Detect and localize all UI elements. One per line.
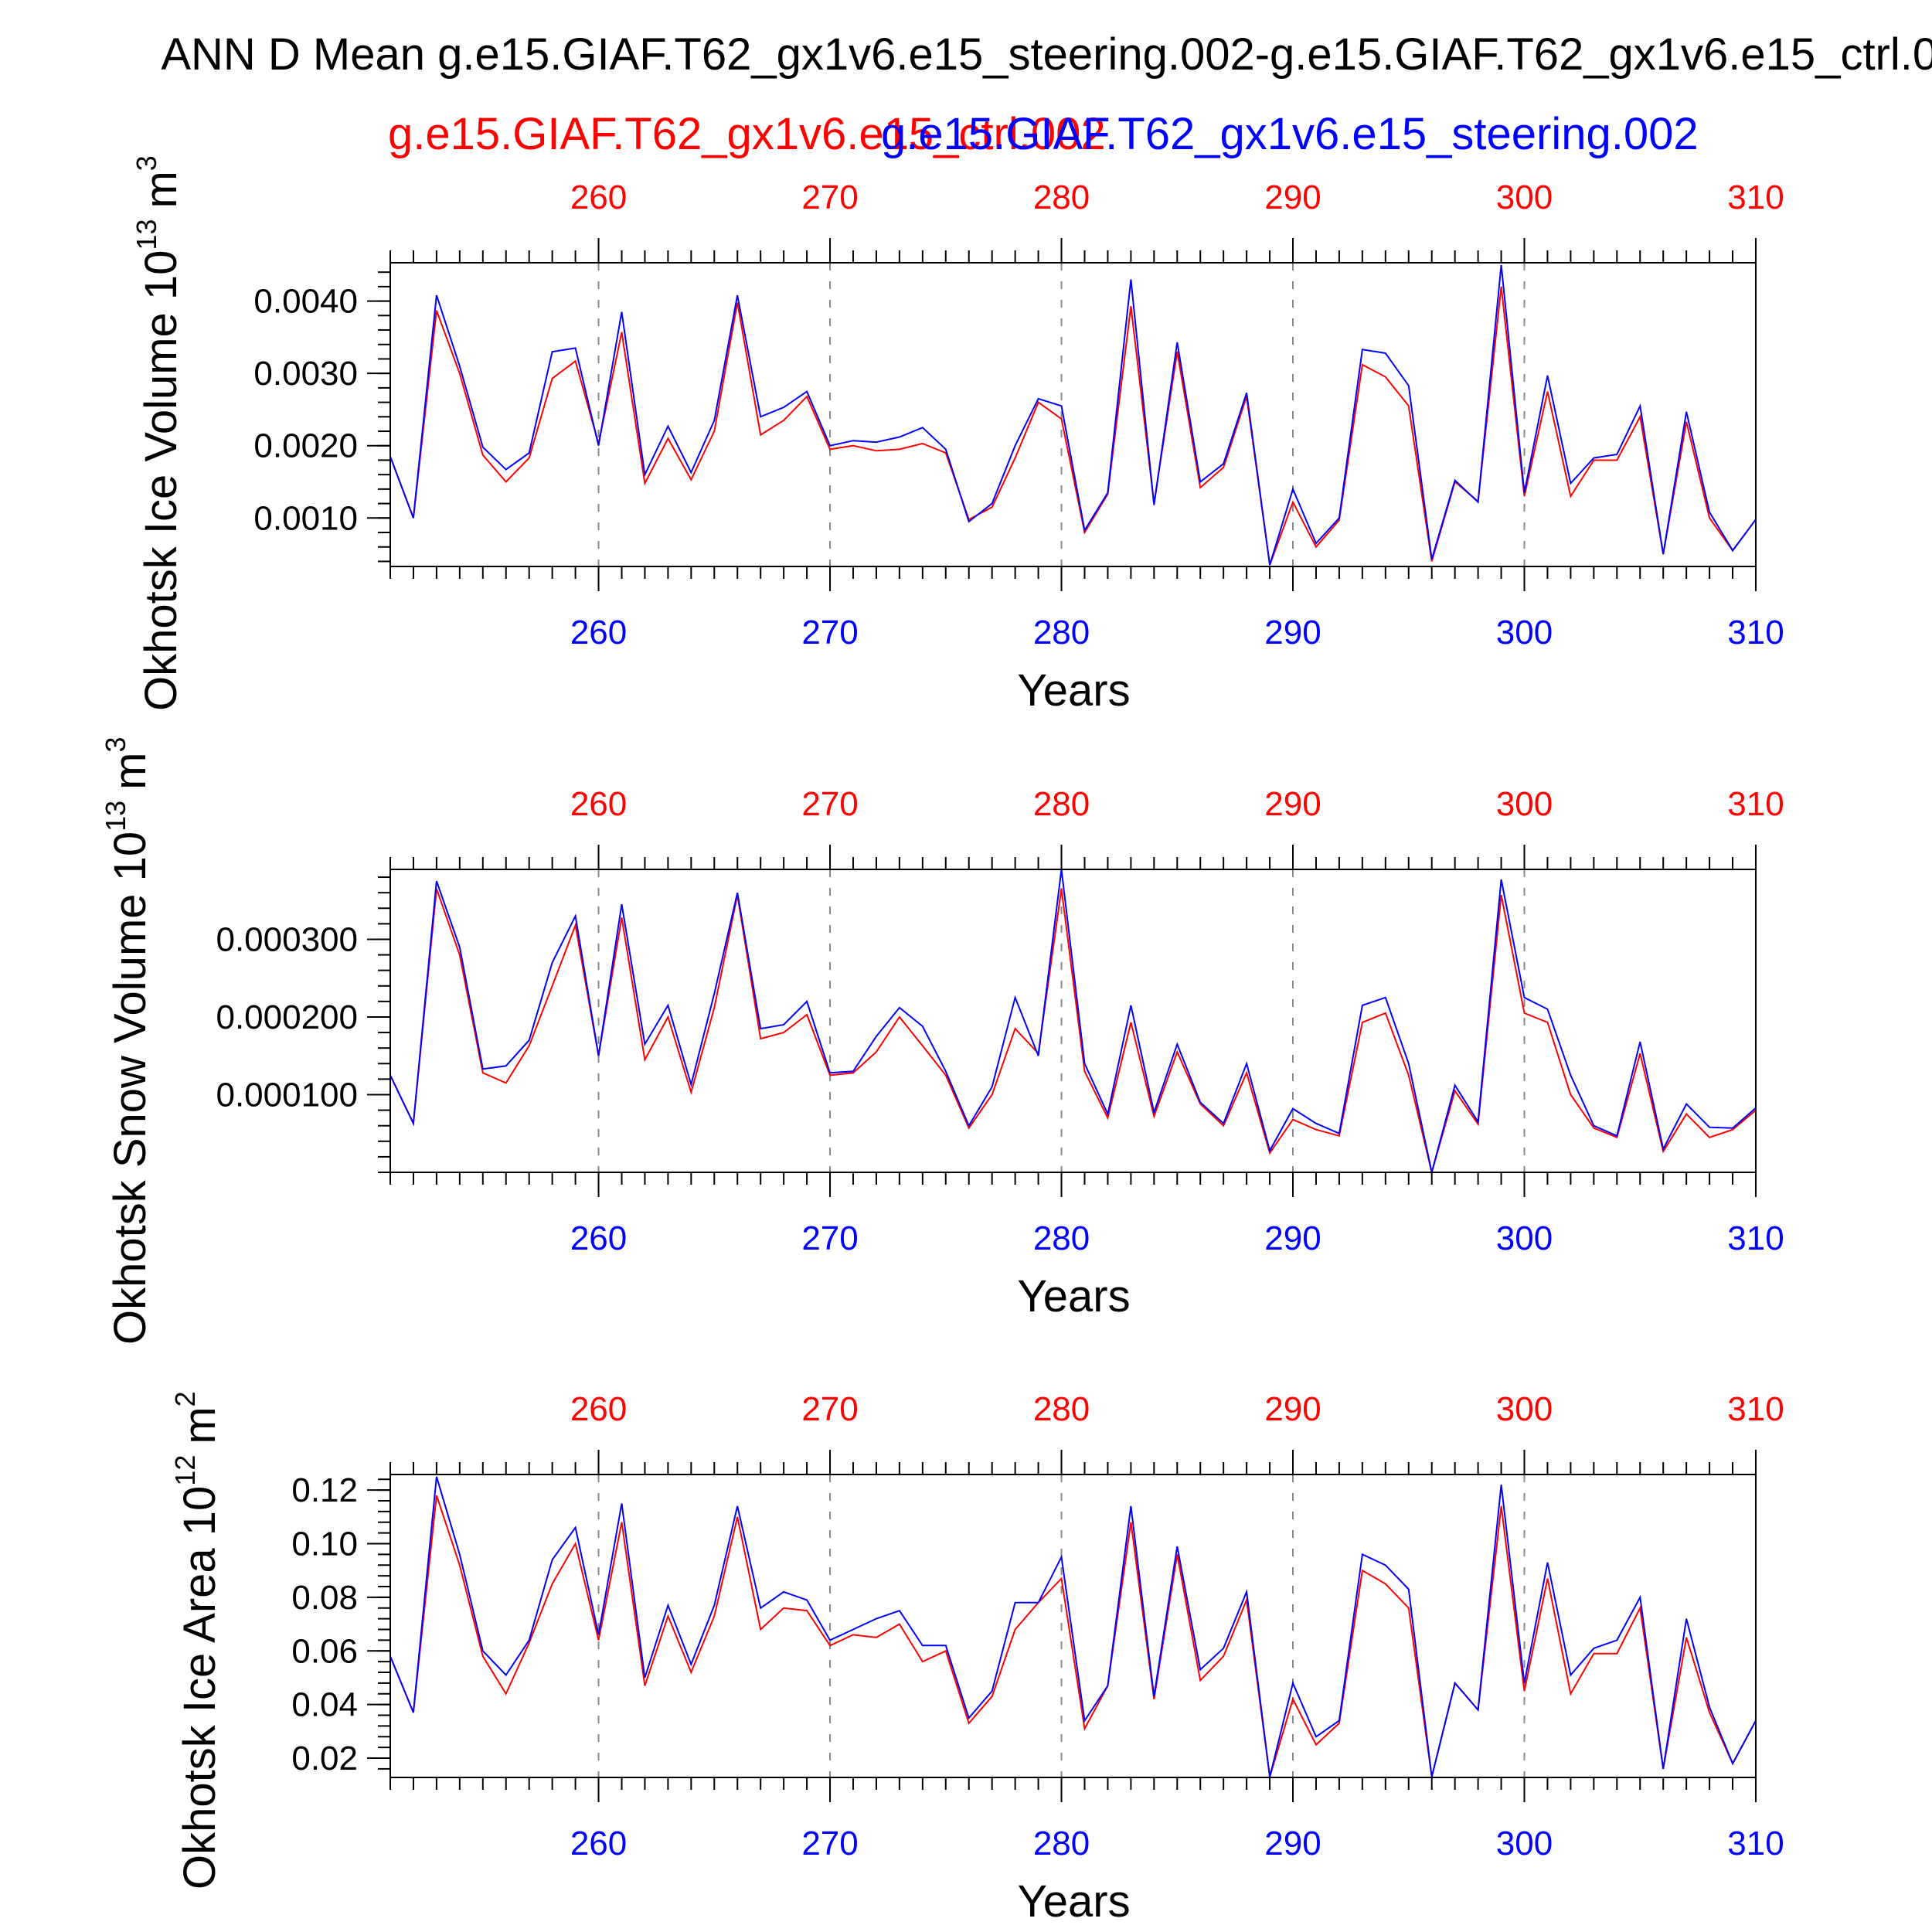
x-tick-label-top: 300 bbox=[1496, 179, 1553, 216]
x-tick-label-top: 310 bbox=[1727, 785, 1784, 823]
y-axis-title: Okhotsk Snow Volume 1013 m3 bbox=[100, 736, 155, 1345]
x-tick-label-bottom: 260 bbox=[570, 1825, 627, 1862]
x-tick-label-top: 260 bbox=[570, 1390, 627, 1428]
figure-title: ANN D Mean g.e15.GIAF.T62_gx1v6.e15_stee… bbox=[161, 29, 1932, 80]
panel-1: 260 260 270 270 280 280 290 290 300 300 310 310 0.00… bbox=[131, 155, 1784, 716]
y-axis-title-unit: m bbox=[105, 752, 155, 789]
y-axis-title-unit-exponent: 2 bbox=[169, 1391, 201, 1406]
x-tick-label-bottom: 280 bbox=[1033, 1825, 1090, 1862]
x-tick-label-bottom: 310 bbox=[1727, 1219, 1784, 1257]
y-axis-title-exponent: 13 bbox=[100, 801, 131, 832]
series-line-steering bbox=[389, 1476, 1757, 1777]
x-tick-label-bottom: 280 bbox=[1033, 1219, 1090, 1257]
x-tick-label-bottom: 300 bbox=[1496, 1825, 1553, 1862]
x-tick-label-bottom: 310 bbox=[1727, 614, 1784, 651]
x-tick-label-bottom: 290 bbox=[1264, 1219, 1321, 1257]
y-tick-label: 0.08 bbox=[291, 1579, 358, 1617]
x-tick-label-bottom: 260 bbox=[570, 614, 627, 651]
x-tick-label-top: 270 bbox=[801, 1390, 858, 1428]
plot-frame bbox=[389, 262, 1757, 567]
x-tick-label-top: 310 bbox=[1727, 179, 1784, 216]
y-axis-title-exponent: 13 bbox=[131, 219, 162, 250]
x-axis-title: Years bbox=[1017, 1271, 1130, 1321]
y-axis-title-unit-exponent: 3 bbox=[131, 155, 162, 171]
x-tick-label-top: 300 bbox=[1496, 785, 1553, 823]
x-tick-label-bottom: 270 bbox=[801, 614, 858, 651]
x-tick-label-top: 290 bbox=[1264, 1390, 1321, 1428]
series-line-ctrl bbox=[389, 286, 1757, 566]
y-axis-title: Okhotsk Ice Volume 1013 m3 bbox=[131, 155, 186, 711]
x-axis-title: Years bbox=[1017, 1876, 1130, 1927]
x-tick-label-bottom: 300 bbox=[1496, 1219, 1553, 1257]
x-tick-label-bottom: 270 bbox=[801, 1219, 858, 1257]
y-axis-title-main: Okhotsk Ice Area 10 bbox=[175, 1486, 225, 1889]
plot-frame bbox=[389, 869, 1757, 1173]
y-tick-label: 0.12 bbox=[291, 1471, 358, 1509]
y-tick-label: 0.04 bbox=[291, 1686, 358, 1724]
y-tick-label: 0.10 bbox=[291, 1526, 358, 1563]
y-axis-title-unit: m bbox=[175, 1406, 225, 1444]
series-line-ctrl bbox=[389, 888, 1757, 1175]
x-tick-label-top: 290 bbox=[1264, 785, 1321, 823]
series-line-steering bbox=[389, 264, 1757, 566]
x-tick-label-bottom: 300 bbox=[1496, 614, 1553, 651]
y-tick-label: 0.02 bbox=[291, 1740, 358, 1777]
x-tick-label-top: 310 bbox=[1727, 1390, 1784, 1428]
x-axis-title: Years bbox=[1017, 665, 1130, 716]
y-tick-label: 0.000100 bbox=[216, 1076, 358, 1114]
x-tick-label-top: 260 bbox=[570, 785, 627, 823]
y-tick-label: 0.06 bbox=[291, 1632, 358, 1670]
panel-2: 260 260 270 270 280 280 290 290 300 300 310 310 0.00… bbox=[100, 736, 1784, 1345]
y-axis-title-unit: m bbox=[136, 171, 186, 208]
x-tick-label-bottom: 260 bbox=[570, 1219, 627, 1257]
series-line-steering bbox=[389, 869, 1757, 1173]
x-tick-label-top: 270 bbox=[801, 785, 858, 823]
panel-3: 260 260 270 270 280 280 290 290 300 300 310 310 0.02… bbox=[169, 1390, 1784, 1927]
y-axis-title-main: Okhotsk Ice Volume 10 bbox=[136, 250, 186, 711]
y-tick-label: 0.000200 bbox=[216, 998, 358, 1036]
x-tick-label-top: 280 bbox=[1033, 785, 1090, 823]
x-tick-label-bottom: 290 bbox=[1264, 614, 1321, 651]
y-axis-title-main: Okhotsk Snow Volume 10 bbox=[105, 832, 155, 1345]
x-tick-label-top: 280 bbox=[1033, 179, 1090, 216]
x-tick-label-top: 290 bbox=[1264, 179, 1321, 216]
y-tick-label: 0.0040 bbox=[253, 283, 358, 321]
plot-frame bbox=[389, 1474, 1757, 1778]
x-tick-label-top: 270 bbox=[801, 179, 858, 216]
legend-ctrl: g.e15.GIAF.T62_gx1v6.e15_ctrl.002 bbox=[388, 109, 1106, 159]
x-tick-label-bottom: 310 bbox=[1727, 1825, 1784, 1862]
x-tick-label-top: 260 bbox=[570, 179, 627, 216]
x-tick-label-top: 300 bbox=[1496, 1390, 1553, 1428]
x-tick-label-bottom: 270 bbox=[801, 1825, 858, 1862]
y-axis-title: Okhotsk Ice Area 1012 m2 bbox=[169, 1391, 225, 1889]
x-tick-label-top: 280 bbox=[1033, 1390, 1090, 1428]
y-tick-label: 0.0010 bbox=[253, 499, 358, 537]
x-tick-label-bottom: 290 bbox=[1264, 1825, 1321, 1862]
y-tick-label: 0.000300 bbox=[216, 920, 358, 958]
legend-steer: g.e15.GIAF.T62_gx1v6.e15_steering.002 bbox=[881, 109, 1699, 159]
y-tick-label: 0.0020 bbox=[253, 427, 358, 465]
y-axis-title-unit-exponent: 3 bbox=[100, 736, 131, 752]
x-tick-label-bottom: 280 bbox=[1033, 614, 1090, 651]
y-tick-label: 0.0030 bbox=[253, 355, 358, 393]
y-axis-title-exponent: 12 bbox=[169, 1455, 201, 1486]
series-line-ctrl bbox=[389, 1495, 1757, 1777]
